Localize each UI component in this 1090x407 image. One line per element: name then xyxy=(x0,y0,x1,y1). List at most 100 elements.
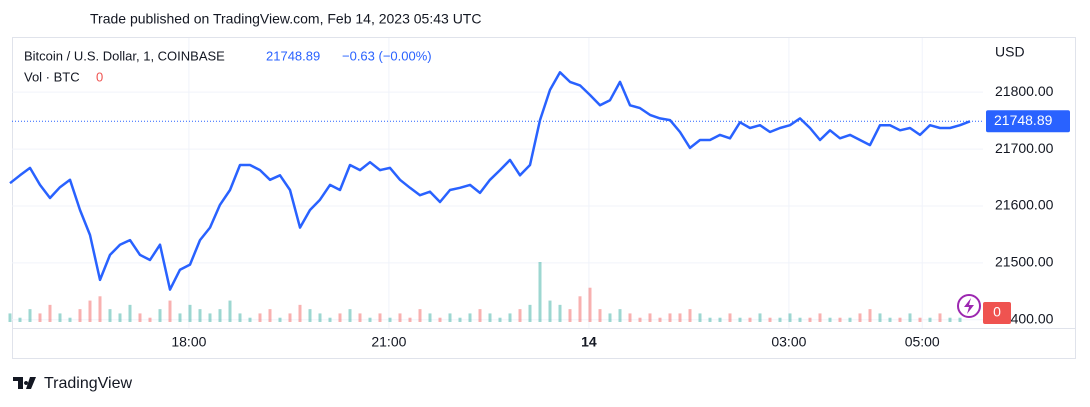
y-tick-label: 21600.00 xyxy=(995,197,1054,213)
volume-tag xyxy=(983,302,1011,324)
volume-bar xyxy=(218,309,222,322)
volume-bar xyxy=(428,313,432,322)
volume-bar xyxy=(198,309,202,322)
volume-bar xyxy=(678,313,682,322)
volume-bar xyxy=(518,309,522,322)
logo-icon xyxy=(13,377,36,389)
volume-bar xyxy=(468,313,472,322)
volume-bar xyxy=(28,309,32,322)
volume-bar xyxy=(118,313,122,322)
volume-bar xyxy=(558,304,562,322)
volume-bar xyxy=(388,317,392,322)
volume-bar xyxy=(818,313,822,322)
price-line xyxy=(9,71,971,291)
x-tick-label: 05:00 xyxy=(905,334,940,350)
volume-bar xyxy=(578,296,582,322)
y-tick-label: 21500.00 xyxy=(995,254,1054,270)
volume-bar xyxy=(448,313,452,322)
volume-bar xyxy=(18,317,22,322)
volume-bar xyxy=(628,313,632,322)
volume-bar xyxy=(108,309,112,322)
volume-bar xyxy=(328,317,332,322)
volume-bar xyxy=(658,317,662,322)
volume-bar xyxy=(848,317,852,322)
currency: USD xyxy=(995,44,1025,60)
volume-bar xyxy=(228,300,232,322)
volume-bar xyxy=(758,313,762,322)
volume-bar xyxy=(738,317,742,322)
volume-bar xyxy=(208,313,212,322)
volume-bar xyxy=(98,296,102,322)
volume-bar xyxy=(78,309,82,322)
volume-bar xyxy=(948,317,952,322)
volume-bar xyxy=(638,317,642,322)
volume-bar xyxy=(778,317,782,322)
volume-bar xyxy=(248,317,252,322)
logo[interactable]: TradingView xyxy=(13,375,132,392)
y-tick-label: 21800.00 xyxy=(995,83,1054,99)
volume-bar xyxy=(588,287,592,322)
volume-bar xyxy=(928,317,932,322)
volume-bar xyxy=(668,313,672,322)
volume-title: Vol · BTC xyxy=(24,69,80,84)
volume-bar xyxy=(8,313,12,322)
volume-bar xyxy=(298,304,302,322)
volume-bar xyxy=(68,317,72,322)
chart-frame xyxy=(12,37,1076,359)
x-tick-label: 18:00 xyxy=(171,334,206,350)
volume-bar xyxy=(138,313,142,322)
volume-bar xyxy=(728,313,732,322)
volume-bar xyxy=(458,317,462,322)
volume-bar xyxy=(258,313,262,322)
volume-bar xyxy=(828,317,832,322)
volume-bar xyxy=(598,309,602,322)
lightning xyxy=(964,298,974,314)
volume-bar xyxy=(168,300,172,322)
volume-bar xyxy=(368,317,372,322)
volume-bar xyxy=(538,262,542,322)
volume-bar xyxy=(238,313,242,322)
volume-bar xyxy=(398,313,402,322)
x-tick-label: 03:00 xyxy=(771,334,806,350)
volume-bar xyxy=(528,304,532,322)
volume-bar xyxy=(618,309,622,322)
volume-bar xyxy=(478,309,482,322)
volume-bar xyxy=(348,309,352,322)
brand: TradingView xyxy=(44,375,132,392)
volume-bar xyxy=(438,317,442,322)
volume-bar xyxy=(798,317,802,322)
volume-bar xyxy=(548,300,552,322)
volume-bar xyxy=(488,313,492,322)
volume-bar xyxy=(768,317,772,322)
volume-bar xyxy=(338,313,342,322)
volume-bar xyxy=(958,317,962,322)
volume-bar xyxy=(878,313,882,322)
legend-volume: 0 xyxy=(96,69,103,84)
volume-bar xyxy=(278,317,282,322)
volume-bar xyxy=(268,309,272,322)
volume-bar xyxy=(648,313,652,322)
volume-bar xyxy=(408,317,412,322)
volume-badge: 0 xyxy=(957,294,1011,324)
volume-bar xyxy=(418,309,422,322)
volume-bar xyxy=(288,313,292,322)
plot: 21400.0021500.0021600.0021700.0021800.00… xyxy=(8,38,1070,350)
volume-bar xyxy=(128,304,132,322)
publish-note: Trade published on TradingView.com, Feb … xyxy=(90,11,481,27)
legend-price: 21748.89 xyxy=(266,48,320,63)
volume-bar xyxy=(188,304,192,322)
volume-bar xyxy=(158,309,162,322)
volume-bar xyxy=(708,317,712,322)
volume-bar xyxy=(868,309,872,322)
volume-bar xyxy=(938,313,942,322)
legend-change: −0.63 (−0.00%) xyxy=(342,48,432,63)
volume-bar xyxy=(698,313,702,322)
volume-bar xyxy=(88,300,92,322)
volume-bar xyxy=(858,313,862,322)
volume-bar xyxy=(38,313,42,322)
volume-bar xyxy=(898,317,902,322)
volume-tag-label: 0 xyxy=(993,304,1001,320)
volume-bar xyxy=(318,313,322,322)
